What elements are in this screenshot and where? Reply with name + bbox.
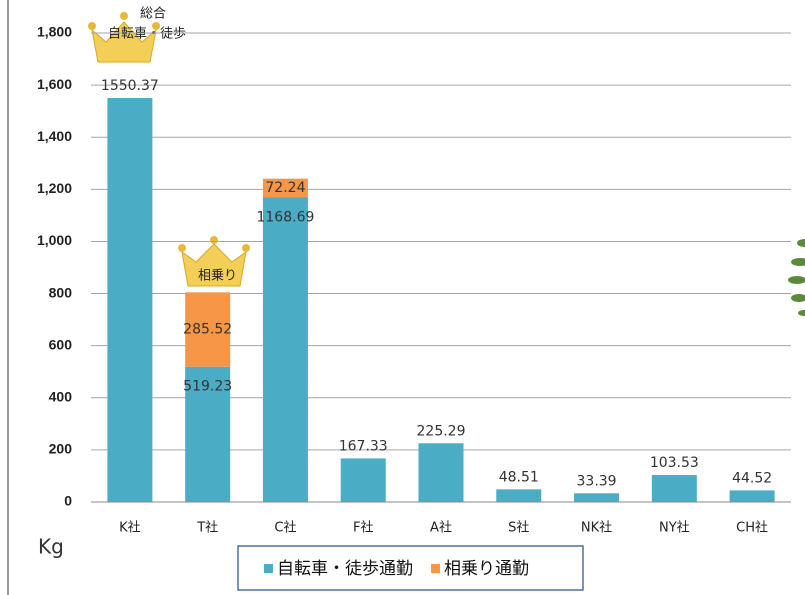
legend (237, 545, 584, 591)
y-tick-label: 1,400 (37, 128, 72, 144)
x-tick-label: T社 (196, 520, 218, 536)
y-tick-label: 0 (64, 493, 72, 509)
x-tick-label: S社 (508, 520, 529, 536)
legend-label: 自転車・徒歩通勤 (277, 559, 413, 579)
y-tick-label: 1,200 (37, 180, 72, 196)
bar-segment (651, 475, 697, 502)
bar-segment (185, 292, 231, 367)
y-tick-label: 1,800 (37, 24, 72, 40)
x-tick-label: F社 (353, 520, 373, 536)
legend-swatch (264, 564, 273, 573)
bar-segment (729, 490, 775, 502)
x-tick-label: NK社 (581, 520, 612, 536)
value-label: 72.24 (265, 180, 305, 196)
crown (88, 12, 160, 63)
crown (178, 236, 250, 287)
bar-segment (262, 197, 308, 502)
y-tick-label: 200 (49, 441, 73, 457)
bar-segment (107, 98, 153, 502)
legend-swatch (431, 564, 440, 573)
bar-segment (574, 493, 620, 502)
bar-segment (185, 366, 231, 502)
y-tick-label: 1,000 (37, 232, 72, 248)
bar-segment (496, 489, 542, 502)
value-label: 225.29 (417, 423, 466, 439)
y-tick-label: 400 (49, 388, 73, 404)
y-tick-label: 1,600 (37, 76, 72, 92)
value-label: 1550.37 (101, 78, 159, 94)
annotation: 相乗り (198, 269, 237, 284)
y-tick-label: 600 (49, 336, 73, 352)
annotation: 自転車・徒歩 (108, 27, 186, 42)
value-label: 103.53 (650, 455, 699, 471)
bar-segment (262, 178, 308, 198)
leaf-decoration (788, 239, 805, 316)
value-label: 519.23 (183, 379, 232, 395)
value-label: 167.33 (339, 438, 388, 454)
bar-segment (340, 458, 386, 502)
value-label: 48.51 (499, 469, 539, 485)
y-axis-label: Kg (38, 535, 64, 559)
bar-segment (418, 443, 464, 502)
value-label: 44.52 (732, 470, 772, 486)
x-tick-label: CH社 (736, 520, 768, 536)
x-tick-label: A社 (430, 520, 452, 536)
value-label: 33.39 (577, 473, 617, 489)
value-label: 1168.69 (256, 209, 314, 225)
legend-label: 相乗り通勤 (444, 559, 529, 579)
annotation: 総合 (140, 7, 166, 22)
x-tick-label: NY社 (659, 520, 690, 536)
x-tick-label: C社 (274, 520, 296, 536)
y-tick-label: 800 (49, 284, 73, 300)
x-tick-label: K社 (119, 520, 141, 536)
value-label: 285.52 (183, 322, 232, 338)
